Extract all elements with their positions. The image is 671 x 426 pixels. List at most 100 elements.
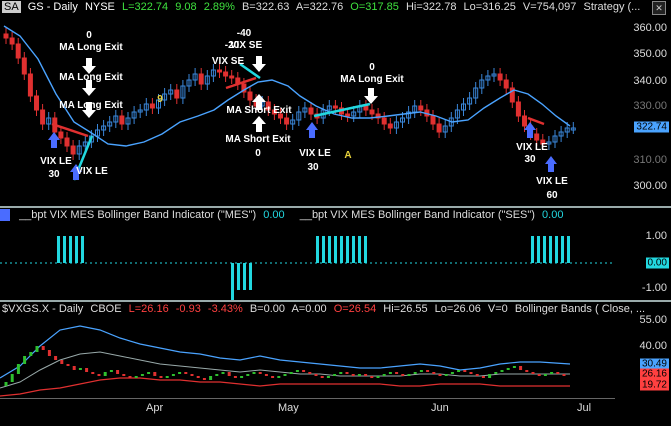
histogram-bar <box>81 236 84 263</box>
vix-volume: V=0 <box>487 303 508 315</box>
candle <box>351 111 357 117</box>
up-arrow-icon <box>306 122 318 138</box>
annotation-text: VIX LE <box>76 166 108 177</box>
annotation-text: 30 <box>307 162 319 173</box>
candle <box>27 73 33 97</box>
vix-candle <box>308 372 312 374</box>
candle <box>76 145 82 155</box>
pane-close-icon[interactable]: ✕ <box>652 1 666 15</box>
vix-high: Hi=26.55 <box>383 303 428 315</box>
histogram-bar <box>231 263 234 300</box>
histogram-bar <box>75 236 78 263</box>
candle <box>46 117 52 125</box>
histogram-bar <box>346 236 349 263</box>
candle <box>180 85 186 99</box>
vix-candle <box>16 364 20 374</box>
annotation-text: VIX LE <box>536 176 568 187</box>
vix-candle <box>426 370 430 372</box>
entry-arrows <box>48 122 557 180</box>
candle <box>265 101 271 111</box>
candle <box>436 123 442 133</box>
candle <box>467 97 473 105</box>
vix-candle <box>413 372 417 374</box>
vix-change-pct: -3.43% <box>207 303 243 315</box>
candle <box>174 89 180 99</box>
pane-divider[interactable] <box>0 206 671 208</box>
up-arrow-icon <box>48 132 60 148</box>
vix-candle <box>258 372 262 374</box>
candle <box>229 75 235 79</box>
candle <box>58 131 64 139</box>
indicator-plot <box>0 236 612 300</box>
vix-candle <box>525 370 529 372</box>
bollinger-upper-band <box>0 325 571 379</box>
down-arrow-icon <box>82 58 96 74</box>
candle <box>534 133 540 141</box>
annotation-text: MA Long Exit <box>59 100 123 111</box>
symbol-badge: SA <box>2 1 21 13</box>
candle <box>552 135 558 143</box>
vix-candle <box>35 346 39 352</box>
vix-candle <box>72 366 76 370</box>
price-change: 9.08 <box>175 1 197 13</box>
vix-candle <box>41 346 45 350</box>
vix-candle <box>277 376 281 378</box>
price-tick: 360.00 <box>633 22 667 34</box>
candle <box>21 57 27 75</box>
candle <box>82 141 88 147</box>
vix-candle <box>202 378 206 380</box>
vix-candle <box>562 374 566 376</box>
price-tick: 300.00 <box>633 180 667 192</box>
histogram-bar <box>243 263 246 290</box>
candle <box>509 87 515 103</box>
histogram-bar <box>543 236 546 263</box>
vix-candle <box>407 374 411 376</box>
candle <box>564 127 570 133</box>
candle <box>491 73 497 77</box>
indicator-mes-value: 0.00 <box>263 209 285 221</box>
vix-low: Lo=26.06 <box>434 303 481 315</box>
vix-pane[interactable]: $VXGS.X - Daily CBOE L=26.16 -0.93 -3.43… <box>0 302 671 398</box>
annotation-text: 0 <box>369 62 375 73</box>
vix-candle <box>91 372 95 374</box>
histogram-bar <box>364 236 367 263</box>
signal-arrows <box>82 56 378 132</box>
annotation-text: 0 <box>255 148 261 159</box>
histogram-bar <box>69 236 72 263</box>
pane-divider[interactable] <box>0 300 671 302</box>
candle <box>326 105 332 111</box>
vix-candle <box>543 374 547 376</box>
vix-candle <box>357 374 361 376</box>
vix-candle <box>401 374 405 376</box>
vix-candle <box>47 350 51 356</box>
time-label-apr: Apr <box>146 402 164 414</box>
price-plot: 0 MA Long Exit MA Long Exit MA Long Exit… <box>3 25 576 201</box>
candle <box>70 145 76 155</box>
low-price: Lo=316.25 <box>463 1 516 13</box>
time-label-jun: Jun <box>431 402 449 414</box>
vix-candle <box>314 374 318 376</box>
histogram-bar <box>340 236 343 263</box>
vix-candle <box>184 372 188 374</box>
candle <box>290 119 296 125</box>
vix-candle <box>283 374 287 376</box>
price-pane[interactable]: SA GS - Daily NYSE L=322.74 9.08 2.89% B… <box>0 0 671 206</box>
vix-axis: 55.00 40.00 30.49 26.16 19.72 <box>615 302 671 398</box>
candle <box>345 113 351 117</box>
histogram-bar <box>549 236 552 263</box>
up-arrow-icon <box>545 156 557 172</box>
vix-candle <box>78 368 82 370</box>
trend-line <box>313 102 371 118</box>
candle <box>503 79 509 89</box>
histogram-bar <box>328 236 331 263</box>
annotation-text: VIX LE <box>299 148 331 159</box>
histogram-bar <box>567 236 570 263</box>
vix-candle <box>370 376 374 378</box>
last-price: L=322.74 <box>121 1 169 13</box>
vix-candle <box>500 370 504 372</box>
annotation-text: -20 <box>225 40 240 51</box>
indicator-ses-label: __bpt VIX MES Bollinger Band Indicator (… <box>299 209 535 221</box>
vix-header: $VXGS.X - Daily CBOE L=26.16 -0.93 -3.43… <box>2 302 649 316</box>
indicator-pane[interactable]: __bpt VIX MES Bollinger Band Indicator (… <box>0 208 671 300</box>
down-arrow-icon <box>252 56 266 72</box>
